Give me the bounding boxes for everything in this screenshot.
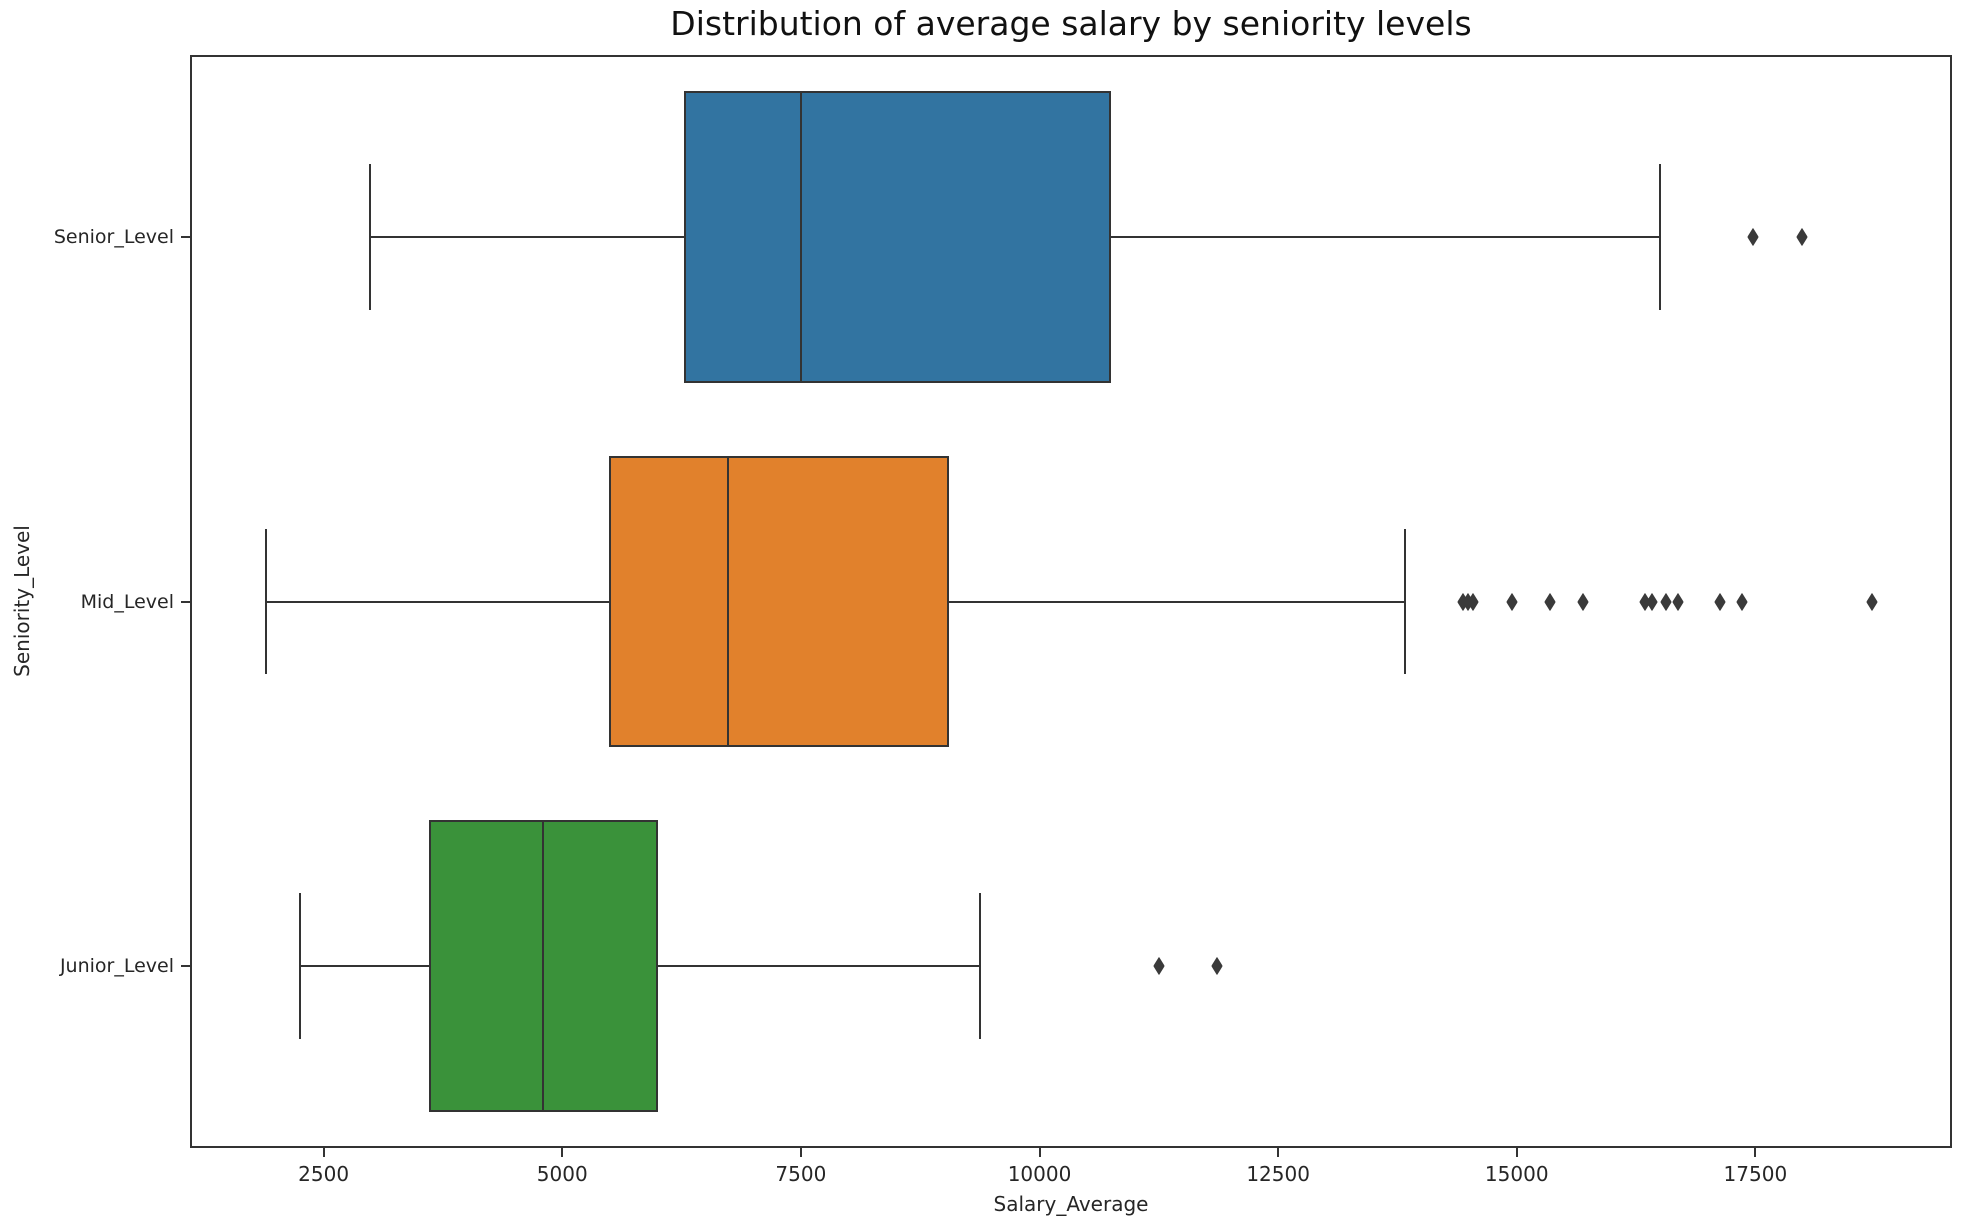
y-tick-mark-mid-level xyxy=(181,600,190,603)
median-line-junior-level xyxy=(542,820,545,1112)
y-tick-label-senior-level: Senior_Level xyxy=(53,226,174,249)
median-line-mid-level xyxy=(727,455,730,748)
y-tick-mark-junior-level xyxy=(181,964,190,967)
whisker-cap-high-junior-level xyxy=(979,892,982,1039)
whisker-cap-low-junior-level xyxy=(298,892,301,1039)
outlier-point-junior-level xyxy=(1153,956,1165,976)
x-axis-label: Salary_Average xyxy=(993,1192,1149,1216)
whisker-cap-low-mid-level xyxy=(265,528,268,675)
x-tick-mark-17500 xyxy=(1754,1148,1757,1157)
x-tick-mark-7500 xyxy=(799,1148,802,1157)
x-tick-mark-10000 xyxy=(1038,1148,1041,1157)
x-tick-mark-5000 xyxy=(561,1148,564,1157)
outlier-point-mid-level xyxy=(1659,592,1672,611)
x-tick-label-7500: 7500 xyxy=(775,1162,827,1186)
x-tick-label-5000: 5000 xyxy=(536,1162,588,1186)
box-senior-level xyxy=(684,91,1112,383)
whisker-line-high-senior-level xyxy=(1111,236,1660,239)
outlier-point-junior-level xyxy=(1211,956,1223,976)
outlier-point-mid-level xyxy=(1672,592,1684,611)
outlier-point-mid-level xyxy=(1506,592,1518,611)
outlier-point-mid-level xyxy=(1544,592,1556,611)
whisker-line-high-junior-level xyxy=(657,964,981,967)
median-line-senior-level xyxy=(799,91,802,383)
outlier-point-mid-level xyxy=(1714,592,1726,611)
outlier-point-mid-level xyxy=(1646,592,1658,611)
x-tick-mark-12500 xyxy=(1277,1148,1280,1157)
chart-title: Distribution of average salary by senior… xyxy=(670,4,1472,43)
y-tick-mark-senior-level xyxy=(181,236,190,239)
x-tick-label-10000: 10000 xyxy=(1007,1162,1072,1186)
whisker-line-low-mid-level xyxy=(266,600,610,603)
x-tick-label-2500: 2500 xyxy=(298,1162,350,1186)
y-tick-label-junior-level: Junior_Level xyxy=(59,954,174,977)
outlier-point-senior-level xyxy=(1747,227,1760,247)
x-tick-label-17500: 17500 xyxy=(1723,1162,1788,1186)
whisker-cap-low-senior-level xyxy=(369,164,372,311)
x-tick-label-12500: 12500 xyxy=(1246,1162,1310,1186)
x-tick-label-15000: 15000 xyxy=(1484,1162,1549,1186)
y-tick-label-mid-level: Mid_Level xyxy=(80,590,174,613)
whisker-line-low-junior-level xyxy=(299,964,429,967)
outlier-point-mid-level xyxy=(1736,592,1748,611)
outlier-point-mid-level xyxy=(1866,592,1878,611)
outlier-point-mid-level xyxy=(1576,592,1589,611)
whisker-cap-high-senior-level xyxy=(1658,164,1661,311)
whisker-line-high-mid-level xyxy=(948,600,1406,603)
whisker-line-low-senior-level xyxy=(370,236,685,239)
box-mid-level xyxy=(609,455,949,748)
x-tick-mark-2500 xyxy=(322,1148,325,1157)
outlier-point-senior-level xyxy=(1796,227,1808,247)
y-axis-label: Seniority_Level xyxy=(10,525,34,677)
x-tick-mark-15000 xyxy=(1515,1148,1518,1157)
whisker-cap-high-mid-level xyxy=(1404,528,1407,675)
